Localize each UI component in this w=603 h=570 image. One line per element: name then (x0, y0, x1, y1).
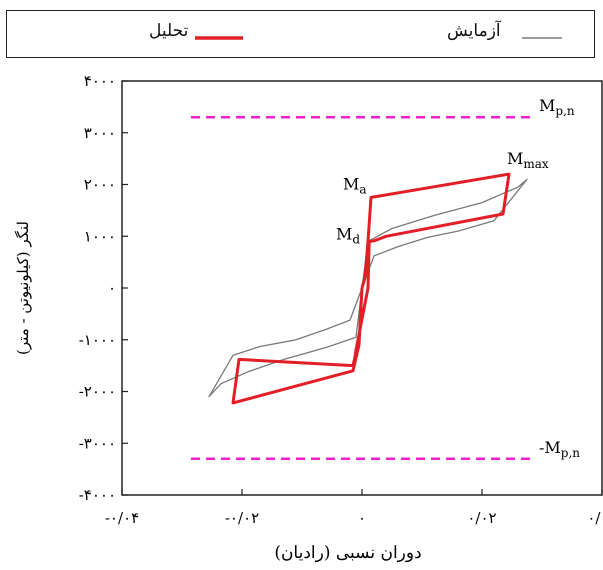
annotation-label: Md (336, 224, 360, 246)
x-axis-label: دوران نسبی (رادیان) (274, 543, 421, 563)
series-line-analysis (231, 172, 511, 405)
legend-analysis-swatch (195, 36, 243, 40)
y-tick-label: ۰ (108, 279, 116, 297)
legend-test-swatch (522, 37, 562, 39)
x-tick-label: ۰/۰۲ (467, 509, 496, 527)
y-tick-label: -۴۰۰۰ (79, 486, 116, 504)
y-tick-label: ۲۰۰۰ (84, 176, 116, 194)
legend-analysis-label: تحليل (149, 21, 189, 41)
annotation-label: Mmax (507, 149, 549, 171)
x-tick-label: -۰/۰۴ (105, 509, 139, 527)
y-tick-label: ۱۰۰۰ (84, 227, 116, 245)
y-tick-label: -۳۰۰۰ (79, 434, 116, 452)
y-axis-label: لنگر (کیلونیوتن - متر) (14, 221, 32, 355)
y-tick-label: -۲۰۰۰ (79, 383, 116, 401)
x-tick-label: ۰/۰۴ (587, 509, 603, 527)
legend: تحليل آزمايش (6, 10, 595, 58)
x-tick-label: -۰/۰۲ (225, 509, 259, 527)
y-axis-ticks: ۴۰۰۰ ۳۰۰۰ ۲۰۰۰ ۱۰۰۰ ۰ -۱۰۰۰ -۲۰۰۰ -۳۰۰۰ -۴۰۰۰ (79, 72, 128, 504)
series-layer (208, 172, 528, 405)
y-tick-label: -۱۰۰۰ (79, 331, 116, 349)
x-axis-ticks: -۰/۰۴ -۰/۰۲ ۰ ۰/۰۲ ۰/۰۴ (105, 489, 603, 527)
y-tick-label: ۴۰۰۰ (84, 72, 116, 90)
x-tick-label: ۰ (358, 509, 366, 527)
reference-line-label: Mp,n (539, 96, 575, 118)
reference-line-label: -Mp,n (539, 438, 580, 460)
annotation-label: Ma (343, 174, 367, 196)
y-tick-label: ۳۰۰۰ (84, 124, 116, 142)
legend-test-label: آزمايش (447, 21, 501, 41)
